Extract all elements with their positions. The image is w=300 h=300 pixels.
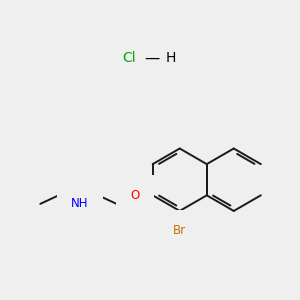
Text: O: O bbox=[130, 189, 140, 202]
Text: H: H bbox=[166, 51, 176, 65]
Text: NH: NH bbox=[71, 197, 89, 210]
Text: Cl: Cl bbox=[122, 51, 136, 65]
Text: Br: Br bbox=[173, 224, 186, 237]
Text: —: — bbox=[144, 50, 159, 65]
